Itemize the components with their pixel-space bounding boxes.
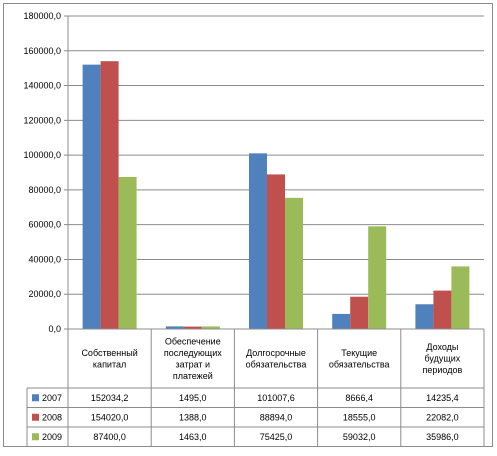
bar-2007 [415, 304, 434, 329]
category-label-line: платежей [173, 371, 213, 381]
bar-2007 [82, 64, 101, 329]
data-label: 18555,0 [343, 412, 376, 422]
data-label: 152034,2 [91, 393, 129, 403]
data-label: 35986,0 [426, 432, 459, 442]
legend-label: 2009 [42, 432, 62, 442]
y-tick-label: 60000,0 [28, 220, 61, 230]
y-tick-label: 80000,0 [28, 185, 61, 195]
category-label-line: Долгосрочные [246, 348, 306, 358]
legend-swatch-2008 [32, 413, 39, 421]
category-label-line: капитал [93, 359, 126, 369]
data-label: 1495,0 [179, 393, 207, 403]
category-label: Обеспечение последующих затрат и платежей [164, 336, 222, 381]
bar-2009 [118, 177, 137, 329]
category-label-line: обязательства [329, 359, 390, 369]
category-label: Текущие обязательства [329, 348, 390, 370]
data-label: 59032,0 [343, 432, 376, 442]
y-tick-label: 20000,0 [28, 289, 61, 299]
bar-2009 [285, 197, 303, 329]
y-tick-label: 140000,0 [23, 81, 61, 91]
data-label: 14235,4 [426, 393, 459, 403]
bar-2007 [165, 326, 184, 329]
data-label: 88894,0 [260, 412, 293, 422]
data-label: 154020,0 [91, 412, 129, 422]
category-label-line: обязательства [246, 359, 307, 369]
bar-2007 [249, 153, 267, 329]
data-label: 87400,0 [93, 432, 126, 442]
data-label: 8666,4 [345, 393, 373, 403]
data-label: 101007,6 [257, 393, 295, 403]
legend-label: 2007 [42, 393, 62, 403]
category-label-line: периодов [423, 365, 463, 375]
category-label: Собственный капитал [81, 348, 137, 370]
legend-label: 2008 [42, 412, 62, 422]
category-label: Доходы будущих периодов [423, 342, 463, 375]
category-label-line: Текущие [341, 348, 377, 358]
category-label-line: будущих [424, 354, 460, 364]
bar-2009 [451, 266, 470, 329]
y-tick-label: 100000,0 [23, 150, 61, 160]
data-label: 75425,0 [260, 432, 293, 442]
category-label-line: последующих [164, 348, 222, 358]
bar-2009 [368, 226, 387, 329]
category-label-line: затрат и [176, 359, 211, 369]
data-label: 22082,0 [426, 412, 459, 422]
legend-swatch-2007 [32, 394, 39, 402]
bar-2008 [433, 290, 452, 329]
bar-2009 [201, 326, 220, 329]
category-label: Долгосрочные обязательства [246, 348, 307, 370]
y-tick-label: 0,0 [48, 324, 61, 334]
data-label: 1388,0 [179, 412, 207, 422]
y-tick-label: 180000,0 [23, 11, 61, 21]
y-tick-label: 40000,0 [28, 254, 61, 264]
category-label-line: Собственный [81, 348, 137, 358]
bar-2008 [350, 296, 369, 329]
bar-2007 [332, 313, 351, 329]
category-label-line: Обеспечение [165, 336, 221, 346]
bar-2008 [183, 326, 202, 329]
data-label: 1463,0 [179, 432, 207, 442]
legend-swatch-2009 [32, 433, 39, 441]
bar-2008 [267, 174, 285, 329]
y-tick-label: 160000,0 [23, 46, 61, 56]
bar-2008 [100, 61, 119, 330]
category-label-line: Доходы [426, 342, 458, 352]
y-tick-label: 120000,0 [23, 115, 61, 125]
